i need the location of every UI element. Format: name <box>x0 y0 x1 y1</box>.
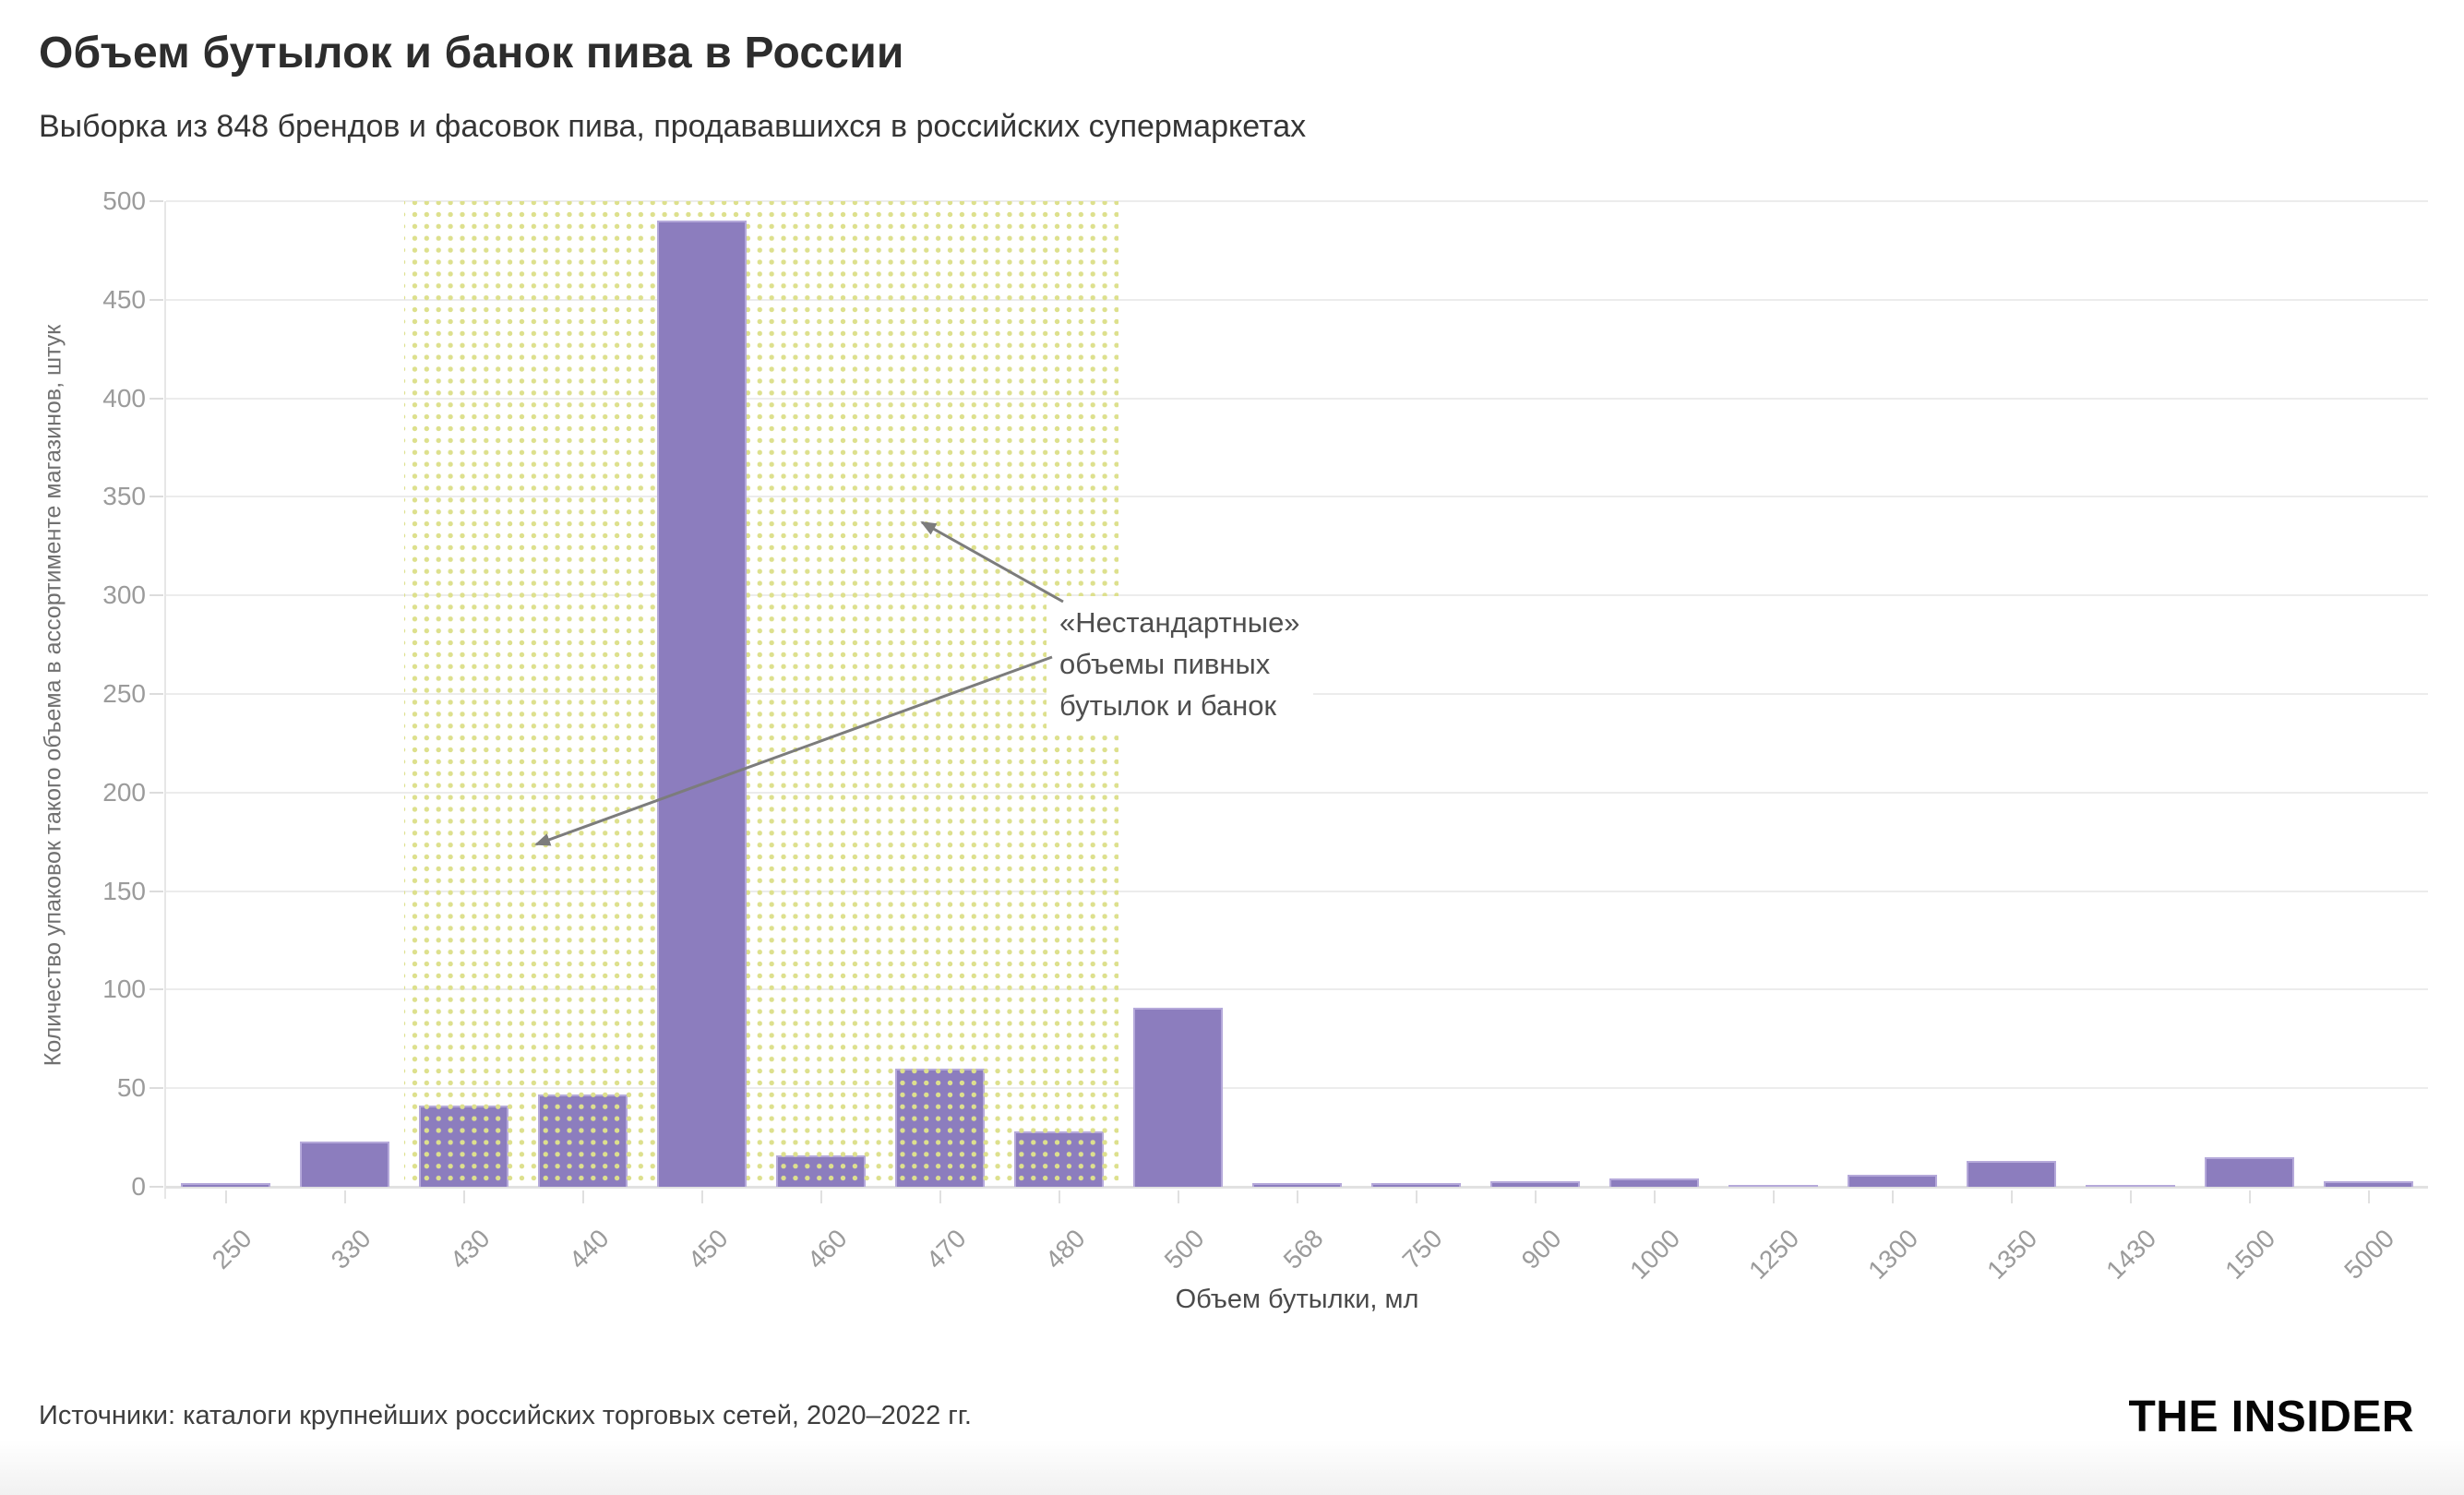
x-tick-label-text: 1500 <box>2219 1224 2281 1285</box>
x-tick-mark <box>939 1190 941 1203</box>
y-tick-label: 100 <box>102 975 146 1004</box>
y-tick-label: 150 <box>102 876 146 905</box>
bar-750 <box>1371 1182 1461 1187</box>
gridline-100 <box>166 988 2428 991</box>
bar-1500 <box>2205 1156 2294 1187</box>
x-tick-mark <box>2248 1190 2251 1203</box>
x-tick-label-text: 460 <box>801 1224 853 1274</box>
x-tick-label-text: 1350 <box>1981 1224 2043 1285</box>
gridline-500 <box>166 200 2428 202</box>
bar-1350 <box>1967 1161 2056 1187</box>
x-tick-label-text: 450 <box>682 1224 734 1274</box>
x-tick-mark <box>1534 1190 1537 1203</box>
annotation-nonstandard: «Нестандартные» объемы пивных бутылок и … <box>1047 596 1313 736</box>
bar-470 <box>895 1068 985 1187</box>
y-tick-label: 250 <box>102 679 146 708</box>
publisher-logo: THE INSIDER <box>2128 1393 2414 1441</box>
bar-250 <box>181 1182 270 1187</box>
gridline-0 <box>166 1186 2428 1189</box>
y-tick-mark <box>150 1087 163 1090</box>
x-tick-label-text: 1250 <box>1743 1224 1805 1285</box>
bar-450 <box>657 221 747 1187</box>
x-tick-mark <box>1177 1190 1179 1203</box>
y-tick-label: 500 <box>102 186 146 215</box>
gridline-350 <box>166 496 2428 498</box>
x-tick-label-text: 568 <box>1277 1224 1329 1274</box>
x-tick-mark <box>2129 1190 2132 1203</box>
x-tick-mark <box>2010 1190 2013 1203</box>
x-tick-mark <box>462 1190 465 1203</box>
bar-5000 <box>2324 1180 2413 1187</box>
bar-480 <box>1014 1131 1104 1187</box>
y-tick-mark <box>150 298 163 301</box>
bottom-fade <box>0 1440 2464 1495</box>
x-tick-mark <box>1058 1190 1060 1203</box>
x-tick-label-text: 330 <box>325 1224 377 1274</box>
x-tick-mark <box>700 1190 703 1203</box>
y-axis-line <box>164 201 166 1199</box>
x-tick-label-text: 470 <box>920 1224 972 1274</box>
x-tick-mark <box>581 1190 584 1203</box>
x-tick-mark <box>1772 1190 1775 1203</box>
gridline-200 <box>166 791 2428 794</box>
gridline-450 <box>166 298 2428 301</box>
y-tick-label: 200 <box>102 777 146 807</box>
bar-500 <box>1133 1007 1223 1187</box>
y-tick-label: 50 <box>116 1073 146 1103</box>
bar-330 <box>300 1141 389 1187</box>
x-tick-mark <box>1891 1190 1894 1203</box>
bar-440 <box>538 1094 628 1187</box>
bar-1430 <box>2086 1184 2175 1187</box>
bar-568 <box>1252 1182 1342 1187</box>
bar-460 <box>776 1154 866 1187</box>
y-axis-title: Количество упаковок такого объема в ассо… <box>40 324 66 1067</box>
y-tick-mark <box>150 1186 163 1188</box>
bar-430 <box>419 1106 508 1187</box>
x-tick-label-text: 5000 <box>2338 1224 2400 1285</box>
gridline-400 <box>166 397 2428 400</box>
x-tick-label-text: 900 <box>1515 1224 1567 1274</box>
y-tick-label: 350 <box>102 482 146 511</box>
y-tick-mark <box>150 791 163 794</box>
y-tick-label: 450 <box>102 284 146 314</box>
x-tick-label-text: 1000 <box>1624 1224 1686 1285</box>
x-tick-label-text: 250 <box>206 1224 257 1274</box>
x-tick-label-text: 750 <box>1396 1224 1448 1274</box>
x-tick-mark <box>819 1190 822 1203</box>
page-title: Объем бутылок и банок пива в России <box>39 29 904 78</box>
gridline-150 <box>166 890 2428 892</box>
y-tick-label: 300 <box>102 580 146 610</box>
bar-1250 <box>1728 1184 1818 1187</box>
page-subtitle: Выборка из 848 брендов и фасовок пива, п… <box>39 109 1307 144</box>
bar-1300 <box>1848 1175 1937 1187</box>
y-tick-mark <box>150 397 163 400</box>
x-axis-title: Объем бутылки, мл <box>1175 1285 1419 1314</box>
source-note: Источники: каталоги крупнейших российски… <box>39 1401 972 1430</box>
y-tick-mark <box>150 200 163 202</box>
x-tick-mark <box>1296 1190 1298 1203</box>
gridline-300 <box>166 594 2428 597</box>
x-tick-label-text: 1430 <box>2100 1224 2162 1285</box>
x-tick-mark <box>343 1190 346 1203</box>
x-tick-label-text: 430 <box>444 1224 496 1274</box>
x-tick-mark <box>2367 1190 2370 1203</box>
gridline-50 <box>166 1087 2428 1090</box>
x-tick-label-text: 1300 <box>1862 1224 1924 1285</box>
x-tick-mark <box>224 1190 227 1203</box>
y-tick-mark <box>150 988 163 991</box>
bar-1000 <box>1609 1178 1699 1187</box>
bar-900 <box>1490 1180 1580 1187</box>
y-tick-label: 400 <box>102 383 146 413</box>
x-tick-label-text: 440 <box>563 1224 615 1274</box>
x-tick-label-text: 500 <box>1158 1224 1210 1274</box>
y-tick-mark <box>150 496 163 498</box>
y-tick-mark <box>150 890 163 892</box>
x-tick-label-text: 480 <box>1039 1224 1091 1274</box>
x-tick-mark <box>1653 1190 1656 1203</box>
y-tick-mark <box>150 693 163 695</box>
y-tick-label: 0 <box>131 1172 146 1201</box>
y-tick-mark <box>150 594 163 597</box>
x-tick-mark <box>1415 1190 1417 1203</box>
